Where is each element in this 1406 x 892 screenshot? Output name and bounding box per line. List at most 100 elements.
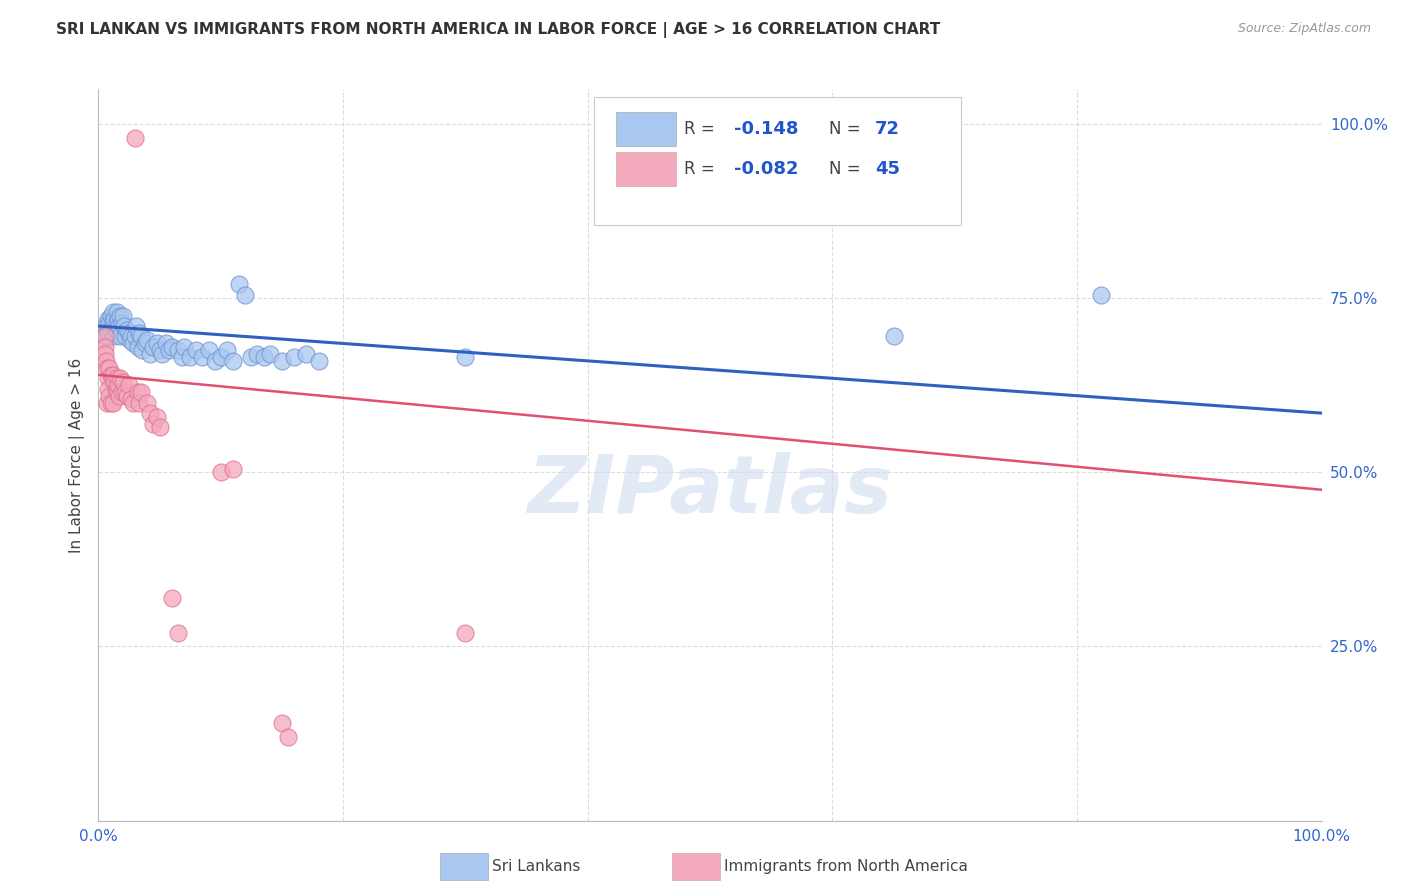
Point [96,360,118,375]
Point [277,730,299,744]
Point [110,309,132,323]
Point [222,354,245,368]
Point [149,343,172,358]
Point [110,329,132,343]
Text: Immigrants from North America: Immigrants from North America [724,859,967,873]
Point [157,343,180,358]
Text: 72: 72 [875,120,900,137]
FancyBboxPatch shape [616,112,676,145]
Point [197,343,219,358]
Text: Sri Lankans: Sri Lankans [492,859,581,873]
Point [454,351,477,365]
Point [108,389,131,403]
Point [134,336,156,351]
Point [121,336,143,351]
Point [120,329,142,343]
Point [104,382,127,396]
Point [111,316,134,330]
FancyBboxPatch shape [593,96,960,225]
Point [167,343,190,358]
Point [98,360,121,375]
Point [107,312,129,326]
Point [105,385,128,400]
Point [97,322,120,336]
Point [101,395,124,409]
Point [97,382,120,396]
Point [112,319,135,334]
Point [259,347,281,361]
Point [96,329,118,343]
Text: -0.148: -0.148 [734,120,799,137]
Point [101,368,124,382]
Point [142,417,165,431]
Text: -0.082: -0.082 [734,160,799,178]
Point [170,351,193,365]
Point [96,395,118,409]
Point [103,375,125,389]
Point [209,466,232,480]
Point [93,340,115,354]
Point [103,329,125,343]
Point [131,343,153,358]
Point [150,347,173,361]
Point [139,406,162,420]
Point [100,395,122,409]
Point [111,375,134,389]
Point [93,333,115,347]
Text: R =: R = [685,160,720,178]
Point [173,340,195,354]
Point [120,392,142,407]
Point [240,351,263,365]
Text: SRI LANKAN VS IMMIGRANTS FROM NORTH AMERICA IN LABOR FORCE | AGE > 16 CORRELATIO: SRI LANKAN VS IMMIGRANTS FROM NORTH AMER… [56,22,941,38]
Point [115,389,138,403]
Point [121,395,143,409]
Point [100,322,122,336]
Point [129,385,152,400]
Point [96,316,118,330]
Point [160,591,183,605]
Point [160,340,183,354]
Point [146,409,169,424]
Point [139,347,162,361]
Point [125,319,148,334]
Point [124,131,146,145]
Point [114,385,136,400]
Point [246,347,269,361]
Point [186,343,208,358]
Point [124,329,146,343]
FancyBboxPatch shape [616,153,676,186]
Point [93,347,115,361]
Point [111,309,134,323]
Point [105,316,128,330]
Point [252,351,274,365]
Point [98,326,121,340]
Point [167,625,190,640]
Point [129,329,152,343]
Point [222,462,245,476]
Point [107,322,129,336]
Point [104,322,127,336]
Point [128,395,150,409]
Point [101,371,124,385]
Point [108,319,131,334]
Point [883,329,905,343]
Point [101,316,124,330]
Point [128,326,150,340]
Point [98,389,121,403]
Point [270,716,294,731]
Text: N =: N = [828,160,866,178]
Point [97,312,120,326]
Point [308,354,330,368]
Point [215,343,238,358]
Point [127,385,149,400]
Text: Source: ZipAtlas.com: Source: ZipAtlas.com [1237,22,1371,36]
Point [98,316,121,330]
Point [454,625,477,640]
Point [142,340,165,354]
Point [93,329,115,343]
Point [100,368,122,382]
Point [136,333,159,347]
Point [146,336,169,351]
Point [1090,287,1112,301]
Point [228,277,250,292]
